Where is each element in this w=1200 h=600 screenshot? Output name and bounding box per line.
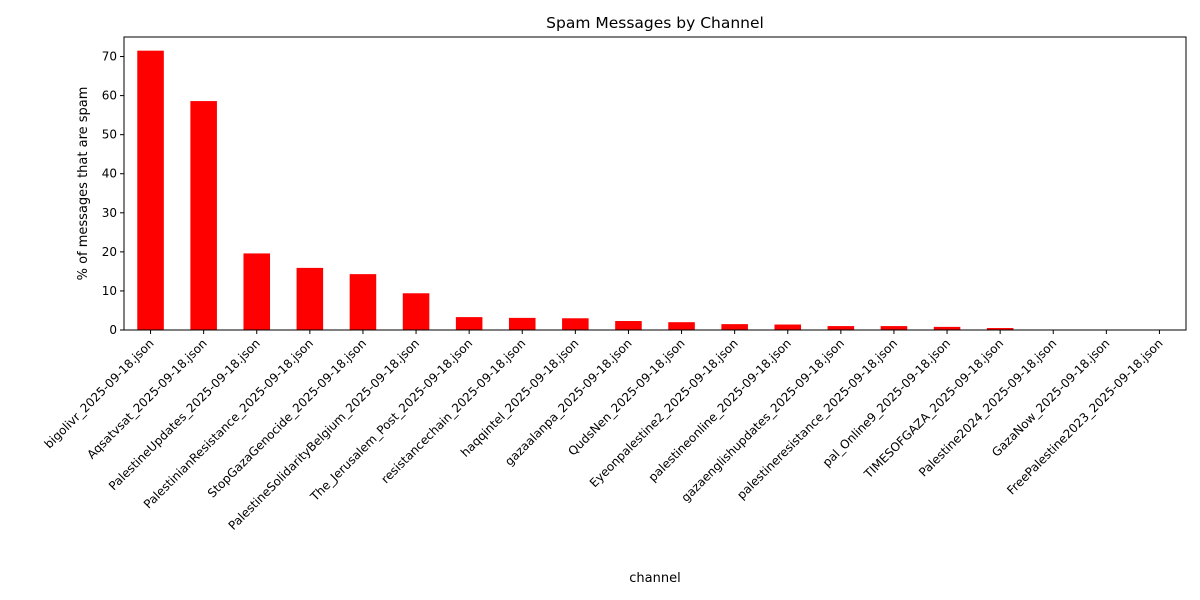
plot-frame [123,36,1187,331]
bar [349,274,377,330]
bar [508,317,536,330]
bar [721,324,748,330]
y-tick-label: 50 [102,128,117,142]
x-tick-label: bigolivr_2025-09-18.json [42,336,157,451]
bar [137,50,164,330]
y-tick-label: 30 [102,206,117,220]
bar [986,328,1014,330]
bar [296,267,324,330]
y-axis-title: % of messages that are spam [76,87,91,281]
bar [880,326,908,330]
bar [243,253,271,330]
x-axis-title: channel [629,571,680,586]
bar [933,326,961,330]
y-tick-label: 0 [109,323,117,337]
bar [190,101,217,330]
chart-title: Spam Messages by Channel [546,14,764,32]
bar [402,293,430,330]
bar [668,322,695,330]
y-tick-label: 40 [102,167,117,181]
x-axis-ticks: bigolivr_2025-09-18.jsonAqsatvsat_2025-0… [42,330,1166,533]
y-tick-label: 10 [102,284,117,298]
y-tick-label: 60 [102,89,117,103]
y-axis-ticks: 0 10 20 30 40 50 60 70 [102,50,124,337]
bar [455,317,483,330]
y-tick-label: 20 [102,245,117,259]
y-tick-label: 70 [102,50,117,64]
bars-group [137,50,1014,330]
bar [774,324,802,330]
x-tick-label: PalestineSolidarityBelgium_2025-09-18.js… [226,336,423,533]
bar [562,318,589,330]
bar [827,326,855,330]
bar [615,321,642,330]
